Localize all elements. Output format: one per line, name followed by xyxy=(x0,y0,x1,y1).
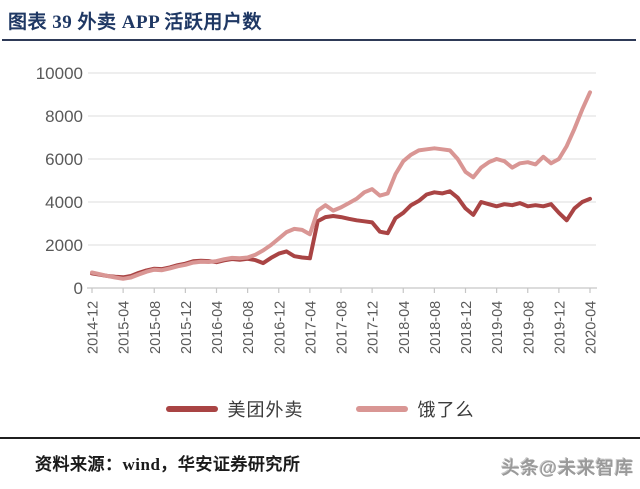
x-tick-label-2019-08: 2019-08 xyxy=(521,301,537,354)
x-tick-label-2014-12: 2014-12 xyxy=(86,301,102,354)
watermark: 头条@未来智库 xyxy=(501,458,634,478)
figure-title: 图表 39 外卖 APP 活跃用户数 xyxy=(8,12,262,33)
footer-row: 资料来源：wind，华安证券研究所 头条@未来智库 xyxy=(0,448,640,480)
line-chart: 0 2000 4000 6000 8000 10000 2014-12 2015-04 2015… xyxy=(36,64,600,354)
x-tick-label-2018-08: 2018-08 xyxy=(428,301,444,354)
x-tick-label-2017-12: 2017-12 xyxy=(366,301,382,354)
x-tick-label-2017-08: 2017-08 xyxy=(335,301,351,354)
x-tick-label-2018-12: 2018-12 xyxy=(459,301,475,354)
x-tick-label-2019-04: 2019-04 xyxy=(490,301,506,354)
x-tick-label-2019-12: 2019-12 xyxy=(552,301,568,354)
y-tick-label-6000: 6000 xyxy=(45,150,83,169)
x-tick-label-2015-08: 2015-08 xyxy=(148,301,164,354)
series-line-meituan xyxy=(90,189,592,280)
source-note: 资料来源：wind，华安证券研究所 xyxy=(35,455,301,474)
title-underline xyxy=(2,39,636,41)
x-tick-label-2020-04: 2020-04 xyxy=(584,301,600,354)
meituan-line-swatch xyxy=(165,406,218,412)
series-line-eleme xyxy=(90,90,592,281)
legend-label-meituan: 美团外卖 xyxy=(227,400,304,420)
chart-legend: 美团外卖 饿了么 xyxy=(0,395,640,423)
x-tick-label-2016-08: 2016-08 xyxy=(241,301,257,354)
y-tick-label-4000: 4000 xyxy=(45,193,83,212)
x-tick-label-2015-04: 2015-04 xyxy=(117,301,133,354)
y-tick-label-8000: 8000 xyxy=(45,107,83,126)
footer-rule xyxy=(0,437,640,439)
legend-item-eleme: 饿了么 xyxy=(355,396,475,422)
legend-label-eleme: 饿了么 xyxy=(417,400,475,420)
y-tick-label-2000: 2000 xyxy=(45,236,83,255)
x-tick-label-2017-04: 2017-04 xyxy=(303,301,319,354)
x-tick-label-2016-04: 2016-04 xyxy=(210,301,226,354)
legend-item-meituan: 美团外卖 xyxy=(165,396,304,422)
x-tick-label-2016-12: 2016-12 xyxy=(272,301,288,354)
y-tick-label-0: 0 xyxy=(74,279,83,298)
x-tick-label-2018-04: 2018-04 xyxy=(397,301,413,354)
y-tick-label-10000: 10000 xyxy=(36,64,83,83)
eleme-line-swatch xyxy=(355,406,408,412)
x-tick-label-2015-12: 2015-12 xyxy=(179,301,195,354)
